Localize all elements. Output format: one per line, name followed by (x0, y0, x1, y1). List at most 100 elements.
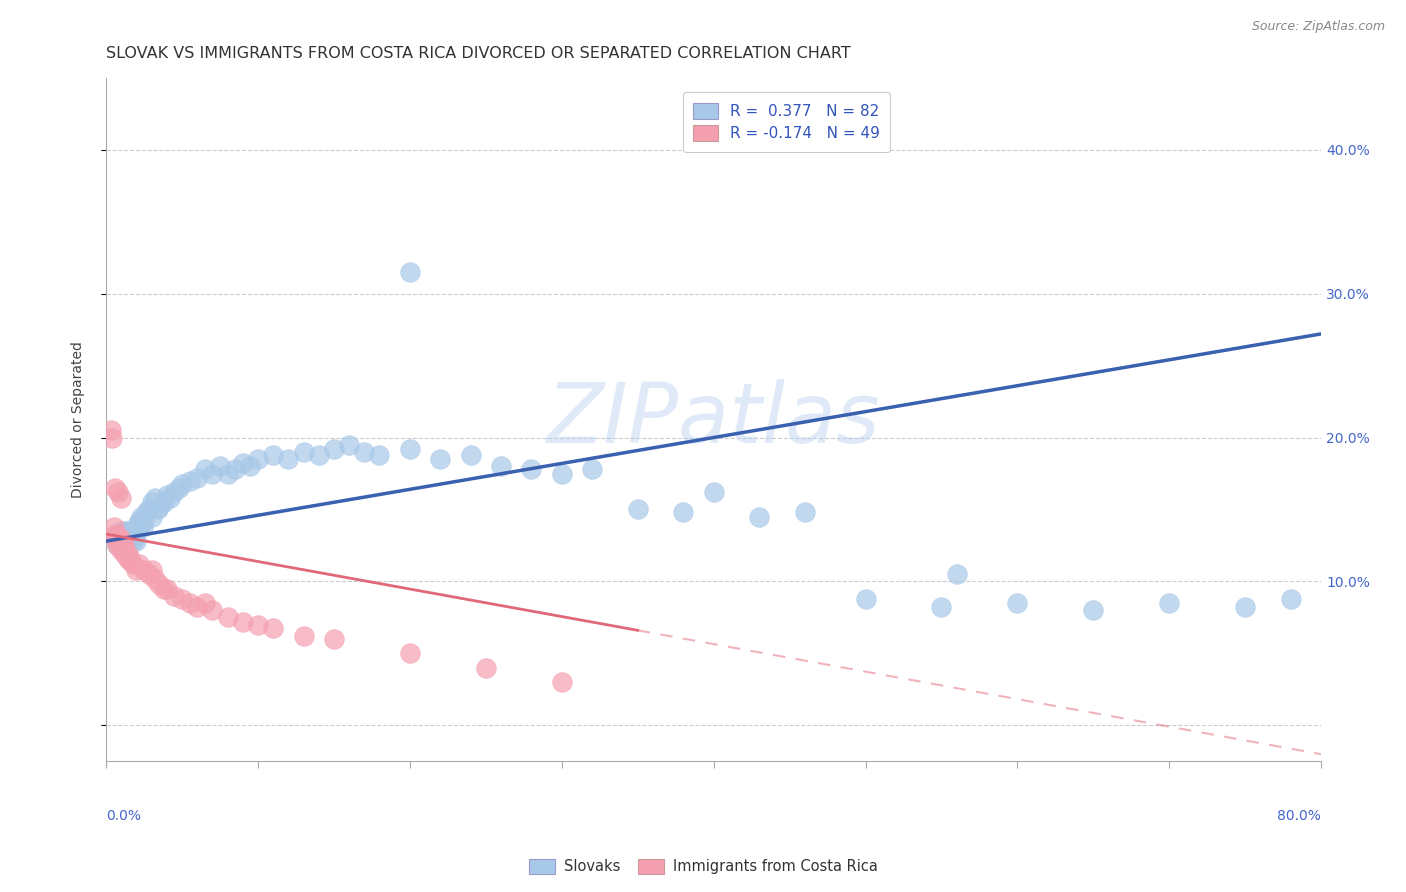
Point (110, 534, 132, 549)
Point (112, 534, 135, 549)
Point (475, 661, 498, 675)
Point (125, 534, 148, 549)
Point (246, 617, 269, 632)
Point (337, 438, 360, 452)
Point (208, 459, 231, 474)
Point (110, 491, 132, 505)
Text: ZIPatlas: ZIPatlas (547, 379, 880, 460)
Point (232, 457, 254, 471)
Point (1279, 591, 1302, 606)
Point (170, 591, 193, 606)
Point (170, 476, 193, 491)
Point (104, 481, 127, 495)
Point (1083, 603, 1105, 617)
Point (156, 488, 179, 502)
Point (429, 452, 451, 467)
Point (128, 558, 150, 572)
Point (103, 531, 125, 545)
Point (104, 531, 127, 545)
Point (398, 442, 420, 456)
Point (179, 474, 201, 488)
Point (127, 516, 149, 531)
Point (855, 591, 877, 606)
Point (163, 485, 186, 500)
Point (138, 502, 160, 516)
Point (138, 567, 160, 582)
Point (108, 531, 131, 545)
Point (156, 582, 179, 596)
Point (239, 459, 262, 474)
Point (1007, 596, 1029, 610)
Point (322, 442, 344, 456)
Point (135, 505, 157, 519)
Point (186, 600, 208, 615)
Text: 80.0%: 80.0% (1277, 809, 1322, 823)
Text: Source: ZipAtlas.com: Source: ZipAtlas.com (1251, 20, 1385, 33)
Point (117, 528, 139, 542)
Point (110, 534, 132, 549)
Text: 0.0%: 0.0% (105, 809, 141, 823)
Point (292, 445, 315, 459)
Point (112, 539, 135, 553)
Point (118, 524, 141, 538)
Point (118, 531, 141, 545)
Point (114, 549, 136, 563)
Point (112, 527, 135, 541)
Point (107, 534, 129, 549)
Point (217, 610, 239, 624)
Point (111, 539, 134, 553)
Point (489, 459, 512, 474)
Point (159, 491, 181, 505)
Point (232, 615, 254, 629)
Legend: R =  0.377   N = 82, R = -0.174   N = 49: R = 0.377 N = 82, R = -0.174 N = 49 (682, 92, 890, 153)
Point (931, 600, 953, 615)
Point (194, 596, 217, 610)
Point (1159, 596, 1181, 610)
Point (277, 452, 299, 467)
Text: SLOVAK VS IMMIGRANTS FROM COSTA RICA DIVORCED OR SEPARATED CORRELATION CHART: SLOVAK VS IMMIGRANTS FROM COSTA RICA DIV… (105, 46, 851, 62)
Point (224, 462, 246, 476)
Point (110, 524, 132, 538)
Point (120, 553, 142, 567)
Point (124, 531, 146, 545)
Point (125, 563, 148, 577)
Point (201, 467, 224, 481)
Point (551, 675, 574, 690)
Point (132, 514, 155, 528)
Point (398, 647, 420, 661)
Point (128, 520, 150, 534)
Point (128, 514, 150, 528)
Point (131, 520, 153, 534)
Point (1234, 600, 1257, 615)
Point (353, 445, 375, 459)
Point (120, 534, 142, 549)
Point (117, 546, 139, 560)
Point (163, 589, 186, 603)
Point (117, 534, 139, 549)
Point (217, 467, 239, 481)
Point (118, 539, 141, 553)
Point (114, 531, 136, 545)
Legend: Slovaks, Immigrants from Costa Rica: Slovaks, Immigrants from Costa Rica (523, 853, 883, 880)
Point (121, 531, 143, 545)
Point (108, 528, 131, 542)
Point (105, 539, 128, 553)
Point (107, 531, 129, 545)
Point (129, 509, 152, 524)
Point (201, 603, 224, 617)
Point (105, 539, 128, 553)
Point (146, 502, 169, 516)
Point (143, 572, 166, 586)
Point (100, 423, 122, 437)
Point (105, 528, 128, 542)
Point (308, 448, 330, 462)
Point (101, 430, 124, 444)
Point (672, 505, 695, 519)
Point (581, 462, 603, 476)
Point (112, 546, 135, 560)
Point (122, 528, 145, 542)
Point (110, 542, 132, 557)
Point (292, 629, 315, 643)
Point (748, 509, 770, 524)
Point (114, 524, 136, 538)
